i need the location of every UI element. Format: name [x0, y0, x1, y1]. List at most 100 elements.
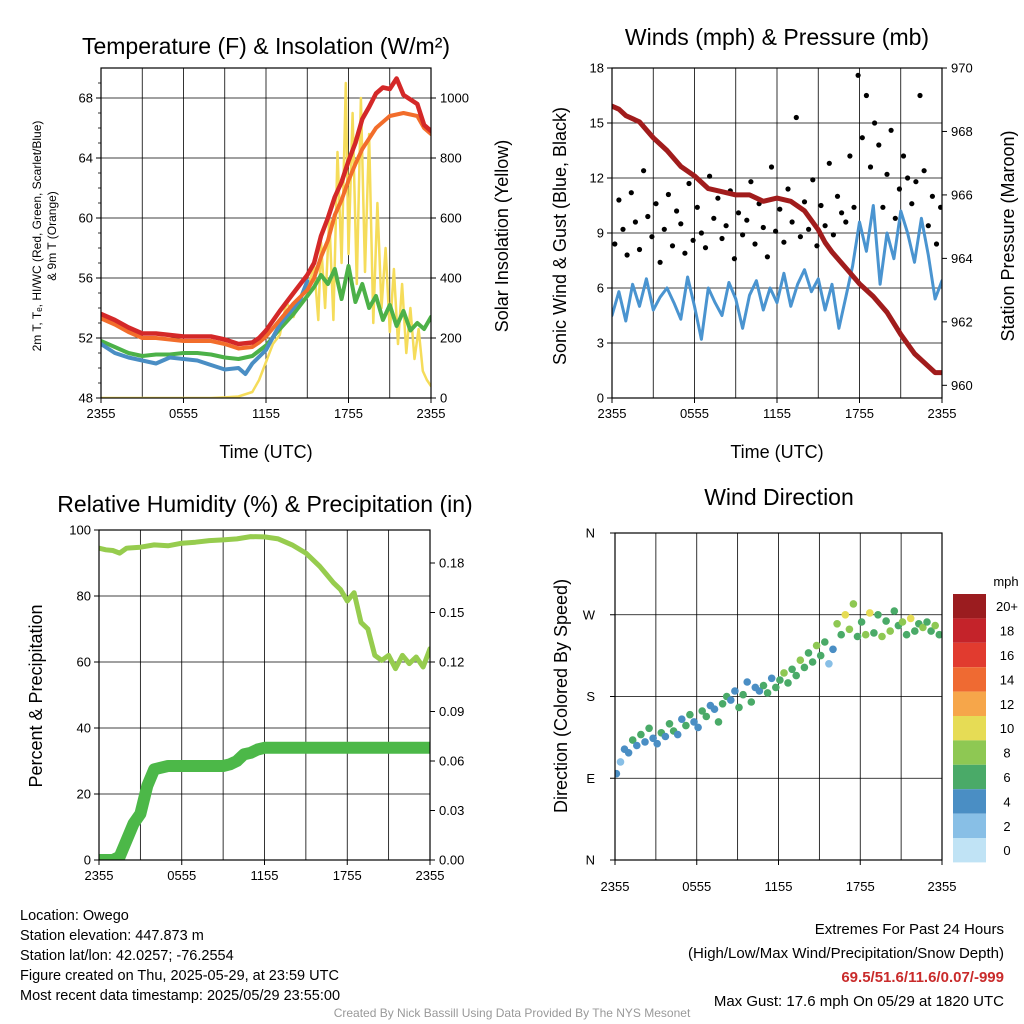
gust-point: [649, 234, 655, 240]
gust-point: [929, 193, 936, 199]
x-tick-label: 1755: [846, 879, 875, 894]
direction-point: [665, 720, 674, 728]
winds-title: Winds (mph) & Pressure (mb): [625, 24, 929, 50]
direction-point: [616, 758, 625, 766]
colorbar-label: 14: [1000, 672, 1014, 687]
gust-point: [628, 190, 634, 196]
direction-point: [747, 698, 756, 706]
direction-point: [763, 689, 772, 697]
gust-point: [917, 92, 923, 99]
gust-point: [814, 243, 820, 249]
y-tick-label: 48: [79, 391, 93, 406]
x-tick-label: 0555: [682, 879, 711, 894]
x-tick-label: 0555: [167, 868, 196, 883]
figure-created: Figure created on Thu, 2025-05-29, at 23…: [20, 968, 339, 984]
direction-point: [898, 618, 907, 626]
x-tick-label: 1155: [251, 868, 279, 883]
direction-point: [702, 712, 711, 721]
direction-point: [792, 671, 800, 680]
y2-tick-label: 966: [951, 187, 973, 202]
gust-point: [669, 243, 676, 249]
humidity-ylabel: Percent & Precipitation: [26, 604, 46, 787]
direction-point: [735, 703, 743, 712]
gust-point: [789, 219, 795, 225]
colorbar-label: 8: [1003, 746, 1010, 761]
gust-point: [933, 241, 940, 247]
series-line: [101, 76, 431, 347]
y-tick-label: 20: [77, 787, 91, 802]
temperature-ylabel-line2: & 9m T (Orange): [45, 191, 59, 281]
gust-point: [690, 237, 696, 243]
direction-point: [861, 630, 870, 639]
colorbar-swatch: [953, 716, 986, 741]
gust-point: [715, 195, 721, 201]
gust-point: [777, 206, 783, 212]
gust-point: [719, 235, 725, 242]
y-tick-label: 100: [69, 523, 91, 538]
direction-point: [772, 683, 780, 692]
y-tick-label: 0: [597, 391, 604, 406]
winds-xlabel: Time (UTC): [730, 442, 823, 462]
direction-point: [690, 718, 698, 726]
colorbar-swatch: [953, 618, 986, 643]
gust-point: [711, 215, 717, 221]
direction-grid: [614, 532, 943, 861]
colorbar-label: 0: [1003, 843, 1010, 858]
direction-point: [739, 690, 747, 699]
direction-point: [886, 627, 894, 635]
gust-point: [806, 226, 812, 232]
station-latlon: Station lat/lon: 42.0257; -76.2554: [20, 948, 234, 964]
direction-point: [808, 658, 817, 666]
colorbar-label: 10: [1000, 721, 1014, 736]
direction-point: [825, 660, 833, 668]
gust-point: [641, 168, 647, 174]
station-info: Location: Owego Station elevation: 447.8…: [20, 906, 340, 1006]
y2-tick-label: 400: [440, 271, 462, 286]
station-location: Location: Owego: [20, 908, 129, 924]
y2-tick-label: 962: [951, 314, 973, 329]
direction-point: [661, 732, 670, 741]
y-tick-label: 64: [79, 151, 93, 166]
extremes-subheading: (High/Low/Max Wind/Precipitation/Snow De…: [688, 945, 1004, 962]
direction-point: [829, 645, 837, 654]
direction-point: [882, 617, 890, 625]
direction-ylabel: Direction (Colored By Speed): [551, 579, 571, 813]
direction-point: [727, 696, 735, 704]
direction-series: [615, 600, 942, 778]
y2-tick-label: 0.00: [439, 853, 464, 868]
gust-point: [810, 177, 816, 183]
x-tick-label: 2355: [87, 406, 116, 421]
colorbar-swatch: [953, 789, 986, 814]
y2-tick-label: 0.06: [439, 754, 464, 769]
direction-point: [849, 600, 858, 608]
temperature-ylabel-line1: 2m T, Tₑ, HI/WC (Red, Green, Scarlet/Blu…: [30, 121, 44, 352]
direction-point: [816, 651, 825, 660]
y2-tick-label: 0.09: [439, 704, 464, 719]
y-tick-label: 80: [77, 589, 91, 604]
gust-point: [702, 245, 709, 251]
y2-tick-label: 970: [951, 61, 973, 76]
gust-point: [797, 234, 804, 240]
gust-point: [781, 239, 787, 245]
direction-point: [902, 630, 911, 639]
y2-tick-label: 200: [440, 331, 462, 346]
direction-point: [911, 627, 919, 635]
x-tick-label: 2355: [598, 406, 627, 421]
gust-point: [636, 246, 643, 253]
direction-point: [624, 749, 633, 757]
gust-point: [773, 228, 779, 234]
direction-point: [649, 734, 657, 743]
x-tick-label: 1755: [334, 406, 363, 421]
gust-point: [843, 219, 849, 225]
y-tick-label: 6: [597, 281, 604, 296]
humidity-panel: Relative Humidity (%) & Precipitation (i…: [26, 491, 473, 883]
direction-point: [890, 607, 899, 615]
direction-point: [731, 687, 739, 695]
x-tick-label: 2355: [416, 868, 445, 883]
gust-point: [624, 252, 630, 258]
direction-point: [812, 641, 821, 650]
gust-point: [938, 204, 942, 210]
direction-point: [694, 723, 702, 732]
direction-point: [653, 739, 661, 748]
